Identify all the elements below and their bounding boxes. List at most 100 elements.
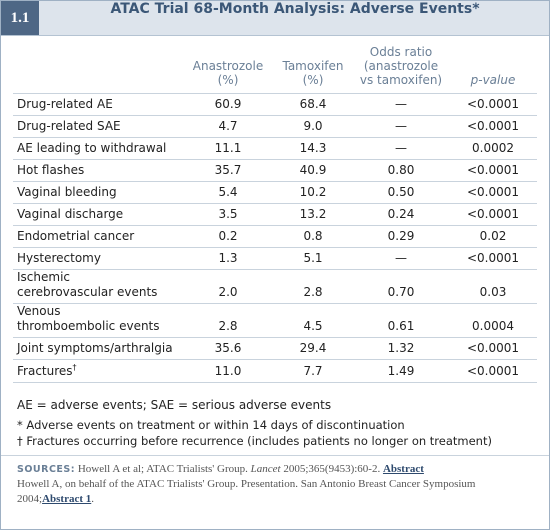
- source-text: Howell A, on behalf of the ATAC Trialist…: [17, 478, 476, 505]
- row-label: AE leading to withdrawal: [13, 137, 183, 160]
- header-cell: Tamoxifen (%): [273, 43, 353, 94]
- cell: 1.3: [183, 247, 273, 270]
- cell: <0.0001: [449, 359, 537, 383]
- table: Anastrozole (%) Tamoxifen (%) Odds ratio (ana…: [13, 43, 537, 383]
- table-row: AE leading to withdrawal 11.1 14.3—0.0002: [13, 137, 537, 160]
- cell: <0.0001: [449, 337, 537, 360]
- label-text: cerebrovascular events: [17, 285, 158, 299]
- header-cell: Anastrozole (%): [183, 43, 273, 94]
- cell: 0.8: [273, 225, 353, 248]
- source-text: 2005;365(9453):60-2.: [283, 463, 381, 475]
- cell: <0.0001: [449, 203, 537, 226]
- table-row: Venous thromboembolic events 2.8 4.5 0.61 0.0…: [13, 303, 537, 338]
- cell: —: [353, 247, 449, 270]
- cell: 29.4: [273, 337, 353, 360]
- table-row: Joint symptoms/arthralgia 35.6 29.4 1.32 <0.…: [13, 337, 537, 360]
- cell: 2.0: [183, 269, 273, 304]
- row-label: Drug-related AE: [13, 93, 183, 116]
- row-label: Vaginal discharge: [13, 203, 183, 226]
- label-text: Hot flashes: [17, 163, 85, 177]
- header-cell: Odds ratio (anastrozole vs tamoxifen): [353, 43, 449, 94]
- header-text: Odds ratio: [369, 45, 433, 59]
- label-text: Drug-related AE: [17, 97, 113, 111]
- note: * Adverse events on treatment or within …: [17, 418, 405, 432]
- row-label: Drug-related SAE: [13, 115, 183, 138]
- label-text: AE leading to withdrawal: [17, 141, 167, 155]
- cell: 4.7: [183, 115, 273, 138]
- cell: 5.1: [273, 247, 353, 270]
- table-body: Drug-related AE 60.9 68.4— <0.0001 Drug-rela…: [13, 93, 537, 383]
- label-text: Fractures: [17, 364, 73, 378]
- row-label: Vaginal bleeding: [13, 181, 183, 204]
- label-text: Vaginal discharge: [17, 207, 124, 221]
- cell: 2.8: [273, 269, 353, 304]
- header-text: Tamoxifen: [282, 59, 344, 73]
- title-bar: 1.1 ATAC Trial 68-Month Analysis: Advers…: [1, 1, 549, 36]
- table-row: Vaginal bleeding 5.4 10.2 0.50 <0.0001: [13, 181, 537, 204]
- cell: —: [353, 137, 449, 160]
- cell: 5.4: [183, 181, 273, 204]
- cell: 0.80: [353, 159, 449, 182]
- header-cell: p-value: [449, 43, 537, 94]
- figure-label: 1.1: [1, 1, 39, 35]
- cell: —: [353, 115, 449, 138]
- cell: <0.0001: [449, 181, 537, 204]
- table-row: Vaginal discharge 3.5 13.2 0.24 <0.0001: [13, 203, 537, 226]
- label-text: Hysterectomy: [17, 251, 101, 265]
- header-cell: [13, 43, 183, 94]
- source-text: .: [91, 493, 94, 505]
- label-text: thromboembolic events: [17, 319, 160, 333]
- cell: 0.29: [353, 225, 449, 248]
- cell: <0.0001: [449, 93, 537, 116]
- label-text: Endometrial cancer: [17, 229, 135, 243]
- journal: Lancet: [250, 463, 281, 475]
- cell: 35.7: [183, 159, 273, 182]
- header-text: p-value: [470, 73, 516, 87]
- cell: 3.5: [183, 203, 273, 226]
- cell: —: [353, 93, 449, 116]
- cell: 0.50: [353, 181, 449, 204]
- cell: 4.5: [273, 303, 353, 338]
- header-text: vs tamoxifen): [359, 73, 443, 87]
- row-label: Ischemic cerebrovascular events: [13, 269, 183, 304]
- cell: 11.0: [183, 359, 273, 383]
- cell: <0.0001: [449, 247, 537, 270]
- abstract-link[interactable]: Abstract: [382, 463, 424, 475]
- label-text: Venous: [17, 304, 61, 318]
- notes: AE = adverse events; SAE = serious adver…: [17, 397, 492, 449]
- cell: 14.3: [273, 137, 353, 160]
- cell: 0.2: [183, 225, 273, 248]
- cell: 1.49: [353, 359, 449, 383]
- table-row: Hot flashes 35.7 40.9 0.80 <0.0001: [13, 159, 537, 182]
- cell: <0.0001: [449, 115, 537, 138]
- cell: 1.32: [353, 337, 449, 360]
- row-label: Fractures†: [13, 359, 183, 383]
- cell: 7.7: [273, 359, 353, 383]
- row-label: Hot flashes: [13, 159, 183, 182]
- table-row: Fractures† 11.0 7.7 1.49 <0.0001: [13, 359, 537, 383]
- title: ATAC Trial 68-Month Analysis: Adverse Ev…: [110, 1, 480, 17]
- table-row: Drug-related SAE 4.7 9.0— <0.0001: [13, 115, 537, 138]
- table-row: Ischemic cerebrovascular events 2.0 2.8 0.70…: [13, 269, 537, 304]
- cell: 0.0002: [449, 137, 537, 160]
- cell: 0.03: [449, 269, 537, 304]
- row-label: Venous thromboembolic events: [13, 303, 183, 338]
- header-row: Anastrozole (%) Tamoxifen (%) Odds ratio (ana…: [13, 43, 537, 94]
- row-label: Joint symptoms/arthralgia: [13, 337, 183, 360]
- footnote-mark: †: [72, 363, 77, 372]
- label-text: Ischemic: [17, 270, 70, 284]
- cell: 0.0004: [449, 303, 537, 338]
- abstract-link[interactable]: Abstract 1: [42, 493, 92, 505]
- table-row: Drug-related AE 60.9 68.4— <0.0001: [13, 93, 537, 116]
- row-label: Hysterectomy: [13, 247, 183, 270]
- source-text: Howell A et al; ATAC Trialists' Group.: [77, 463, 248, 475]
- cell: 2.8: [183, 303, 273, 338]
- header-text: (anastrozole: [363, 59, 439, 73]
- cell: 0.02: [449, 225, 537, 248]
- cell: 0.24: [353, 203, 449, 226]
- header-text: (%): [302, 73, 324, 87]
- note: † Fractures occurring before recurrence …: [17, 434, 492, 448]
- row-label: Endometrial cancer: [13, 225, 183, 248]
